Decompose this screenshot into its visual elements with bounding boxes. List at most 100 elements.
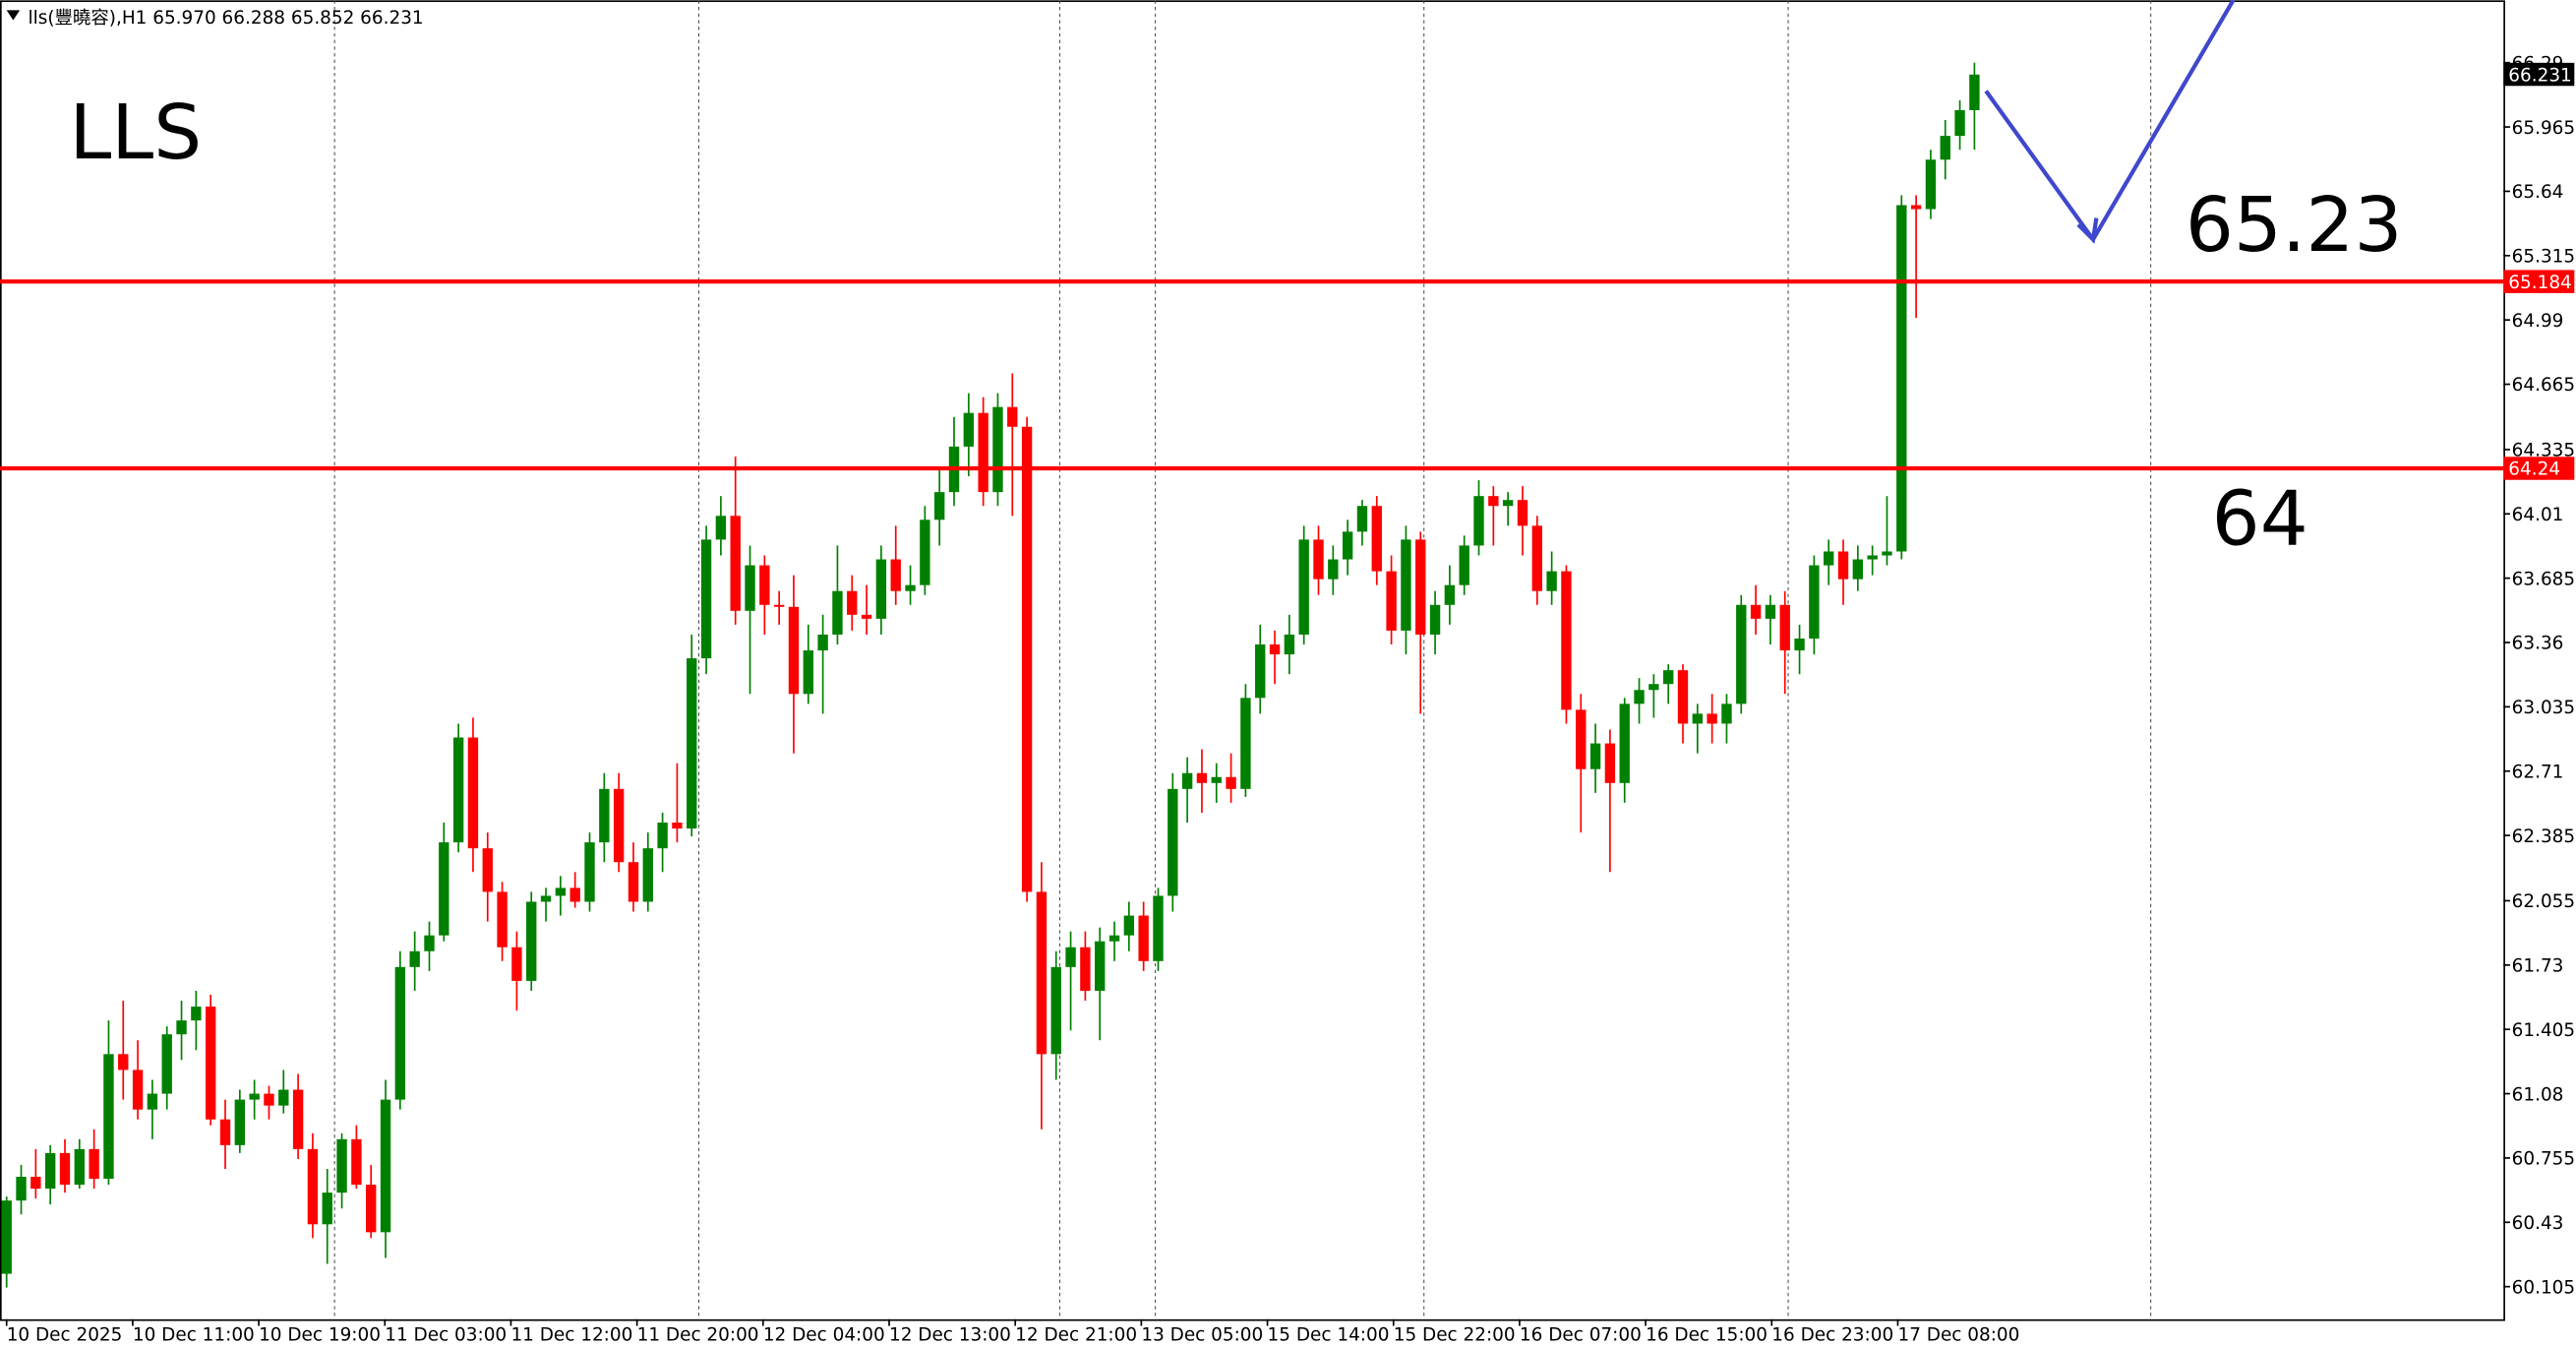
plot-frame bbox=[0, 0, 2505, 1321]
y-tick-label: 64.665 bbox=[2512, 375, 2575, 396]
candle-body bbox=[861, 614, 872, 619]
candle-body bbox=[1095, 941, 1106, 991]
price-label: 66.231 bbox=[2508, 65, 2571, 86]
x-tick-label: 16 Dec 15:00 bbox=[1646, 1325, 1767, 1346]
candle-body bbox=[191, 1007, 202, 1021]
chart-header: lls(豐曉容),H1 65.970 66.288 65.852 66.231 bbox=[28, 8, 423, 29]
candle-body bbox=[322, 1193, 332, 1225]
candle-body bbox=[555, 887, 567, 896]
candle-body bbox=[394, 966, 406, 1100]
candle-body bbox=[1662, 670, 1674, 685]
candle-body bbox=[847, 590, 858, 615]
candle-body bbox=[1765, 604, 1776, 619]
candle-body bbox=[1356, 506, 1368, 532]
x-tick-label: 11 Dec 12:00 bbox=[510, 1325, 632, 1346]
candle-body bbox=[817, 634, 828, 651]
candle-body bbox=[1284, 634, 1295, 655]
candle-body bbox=[1648, 684, 1659, 691]
candle-body bbox=[511, 947, 522, 981]
candle-body bbox=[526, 901, 537, 981]
candle-body bbox=[176, 1020, 187, 1035]
candle-body bbox=[1736, 604, 1747, 704]
candle-body bbox=[467, 737, 479, 849]
y-tick-label: 61.405 bbox=[2512, 1020, 2575, 1041]
candle-body bbox=[672, 823, 683, 829]
candle-body bbox=[1342, 531, 1353, 560]
candle-body bbox=[687, 658, 697, 829]
candle-body bbox=[700, 539, 712, 659]
x-tick-label: 11 Dec 20:00 bbox=[637, 1325, 759, 1346]
y-tick-label: 65.315 bbox=[2512, 246, 2575, 267]
candle-body bbox=[1619, 704, 1630, 783]
candle-body bbox=[497, 891, 508, 948]
candle-body bbox=[1459, 545, 1469, 585]
symbol-label: LLS bbox=[69, 89, 202, 177]
y-tick-label: 62.385 bbox=[2512, 826, 2575, 847]
candle-body bbox=[978, 412, 988, 493]
candle-body bbox=[1226, 776, 1236, 789]
candle-body bbox=[366, 1185, 377, 1233]
candle-body bbox=[30, 1177, 41, 1190]
candle-body bbox=[74, 1148, 85, 1186]
candle-body bbox=[1269, 644, 1281, 655]
candle-body bbox=[1634, 690, 1645, 704]
candle-body bbox=[1867, 555, 1878, 560]
forecast-arrow bbox=[1984, 0, 2236, 244]
y-tick-label: 63.36 bbox=[2512, 634, 2564, 654]
candle-body bbox=[1677, 670, 1689, 724]
candle-body bbox=[234, 1099, 246, 1145]
candle-body bbox=[1531, 525, 1542, 591]
y-tick-label: 62.055 bbox=[2512, 891, 2575, 912]
y-tick-label: 65.64 bbox=[2512, 182, 2564, 203]
y-tick-label: 62.71 bbox=[2512, 762, 2564, 782]
candle-body bbox=[584, 842, 595, 902]
candle-body bbox=[1181, 772, 1193, 789]
candle-body bbox=[1589, 743, 1601, 769]
candle-body bbox=[1502, 500, 1514, 507]
candle-body bbox=[278, 1089, 289, 1106]
x-tick-label: 11 Dec 03:00 bbox=[385, 1325, 507, 1346]
candle-body bbox=[1969, 74, 1980, 110]
arrow-head bbox=[2076, 217, 2099, 244]
candle-body bbox=[118, 1054, 129, 1071]
candle-body bbox=[569, 887, 580, 902]
candle-body bbox=[1196, 772, 1208, 783]
candle-body bbox=[307, 1148, 319, 1225]
x-tick-label: 16 Dec 07:00 bbox=[1520, 1325, 1642, 1346]
candle-body bbox=[1080, 947, 1091, 991]
candle-body bbox=[1401, 539, 1411, 631]
candle-body bbox=[890, 559, 901, 591]
candle-body bbox=[745, 565, 755, 611]
candle-body bbox=[540, 895, 552, 902]
candle-body bbox=[628, 862, 639, 902]
candle-body bbox=[59, 1152, 71, 1186]
candle-body bbox=[1925, 159, 1937, 210]
candle-body bbox=[1707, 713, 1717, 724]
candle-body bbox=[409, 950, 420, 967]
x-tick-label: 12 Dec 04:00 bbox=[763, 1325, 885, 1346]
candle-body bbox=[1473, 496, 1484, 546]
candle-body bbox=[1123, 915, 1135, 936]
level-label: 64.24 bbox=[2508, 459, 2560, 480]
candle-body bbox=[875, 559, 887, 619]
y-tick-label: 61.73 bbox=[2512, 956, 2564, 977]
candle-body bbox=[1211, 776, 1222, 783]
candle-body bbox=[1371, 506, 1382, 572]
candle-body bbox=[1517, 500, 1528, 526]
separators bbox=[333, 0, 2152, 1319]
header-icon bbox=[6, 10, 21, 21]
candle-body bbox=[1444, 584, 1456, 605]
candle-body bbox=[1561, 571, 1572, 710]
candle-body bbox=[1007, 406, 1018, 427]
candle-body bbox=[452, 737, 464, 843]
y-tick-label: 63.685 bbox=[2512, 569, 2575, 589]
candle-body bbox=[292, 1089, 304, 1149]
x-tick-label: 10 Dec 19:00 bbox=[259, 1325, 381, 1346]
candle-body bbox=[1488, 496, 1499, 507]
candle-body bbox=[1050, 966, 1061, 1055]
candle-body bbox=[1794, 638, 1805, 651]
candle-body bbox=[1940, 136, 1950, 160]
candle-body bbox=[264, 1093, 274, 1106]
x-tick-label: 17 Dec 08:00 bbox=[1897, 1325, 2019, 1346]
